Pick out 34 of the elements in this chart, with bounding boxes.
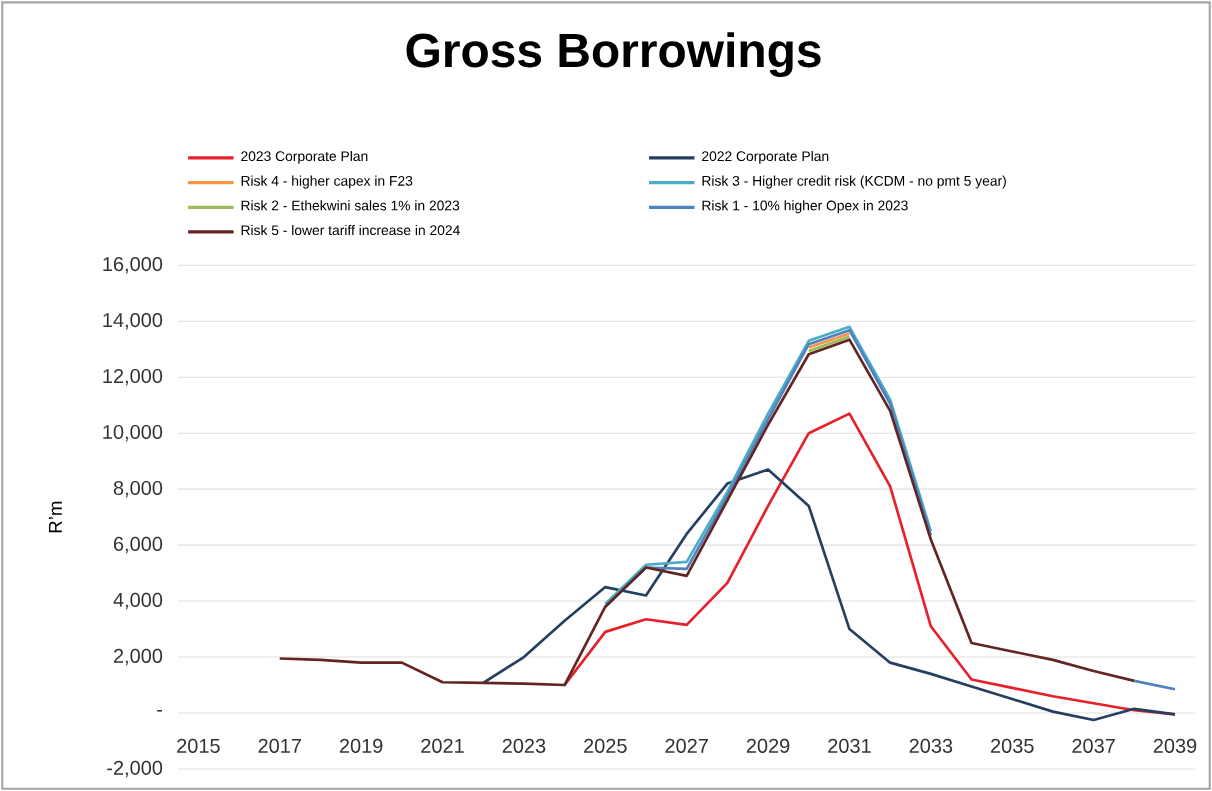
- y-tick-label: 10,000: [103, 424, 163, 442]
- y-tick-label: 4,000: [113, 592, 163, 610]
- legend-label: 2023 Corporate Plan: [241, 150, 368, 164]
- chart-title: Gross Borrowings: [406, 32, 821, 78]
- x-tick-label: 2033: [909, 738, 953, 753]
- x-tick-label: 2037: [1072, 738, 1115, 753]
- x-tick-label: 2025: [584, 738, 627, 753]
- y-tick-label: 6,000: [113, 536, 163, 554]
- x-tick-label: 2023: [502, 738, 546, 753]
- y-tick-label: 8,000: [113, 480, 163, 498]
- y-axis-title: R’m: [48, 501, 62, 533]
- y-tick-label: 16,000: [103, 257, 163, 274]
- x-tick-label: 2035: [991, 738, 1034, 753]
- x-tick-label: 2039: [1153, 738, 1197, 753]
- y-tick-label: 14,000: [103, 313, 163, 330]
- x-tick-label: 2015: [177, 738, 220, 753]
- legend-label: Risk 2 - Ethekwini sales 1% in 2023: [241, 200, 460, 211]
- legend-label: 2022 Corporate Plan: [702, 150, 829, 164]
- line-series: [481, 468, 1177, 722]
- x-tick-label: 2021: [421, 738, 464, 753]
- y-tick-label: 12,000: [103, 368, 163, 386]
- x-tick-label: 2027: [665, 738, 708, 753]
- x-tick-label: 2031: [828, 738, 871, 753]
- y-tick-label: -2,000: [107, 760, 163, 778]
- legend-label: Risk 4 - higher capex in F23: [241, 175, 413, 189]
- x-tick-label: 2017: [258, 738, 301, 753]
- legend-label: Risk 3 - Higher credit risk (KCDM - no pmt 5 year): [702, 175, 1006, 189]
- line-series: [278, 338, 1136, 687]
- legend-label: Risk 5 - lower tariff increase in 2024: [241, 224, 460, 236]
- legend-label: Risk 1 - 10% higher Opex in 2023: [702, 200, 908, 214]
- y-tick-label: 2,000: [113, 648, 163, 666]
- y-tick-label: -: [157, 709, 163, 712]
- x-tick-label: 2019: [339, 738, 383, 753]
- x-tick-label: 2029: [746, 738, 790, 753]
